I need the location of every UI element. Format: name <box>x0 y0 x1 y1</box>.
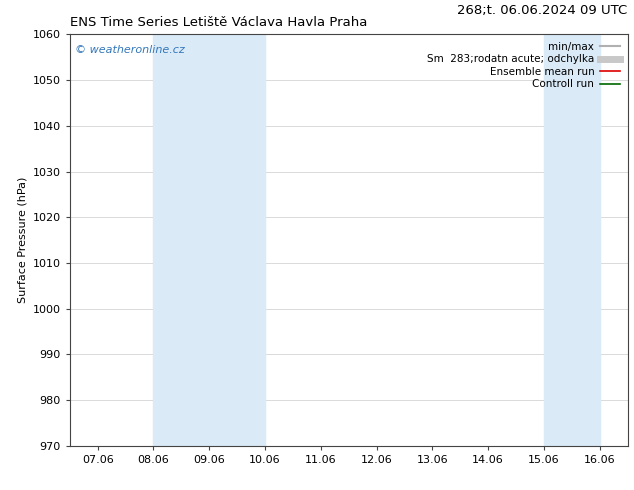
Y-axis label: Surface Pressure (hPa): Surface Pressure (hPa) <box>17 177 27 303</box>
Bar <box>153 34 265 446</box>
Text: © weatheronline.cz: © weatheronline.cz <box>75 45 185 54</box>
Bar <box>544 34 600 446</box>
Text: 268;t. 06.06.2024 09 UTC: 268;t. 06.06.2024 09 UTC <box>457 4 628 17</box>
Text: ENS Time Series Letiště Václava Havla Praha: ENS Time Series Letiště Václava Havla Pr… <box>70 16 367 29</box>
Legend: min/max, Sm  283;rodatn acute; odchylka, Ensemble mean run, Controll run: min/max, Sm 283;rodatn acute; odchylka, … <box>425 40 623 92</box>
